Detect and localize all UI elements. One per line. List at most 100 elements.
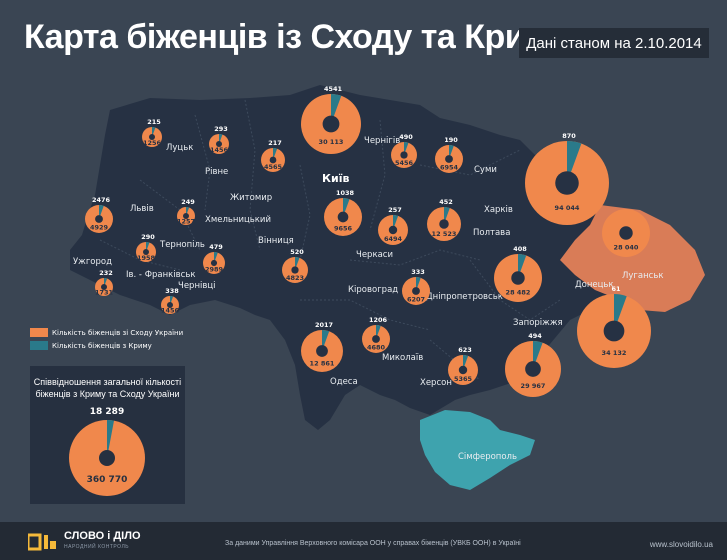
bubble-cherkasy-center bbox=[337, 211, 349, 223]
bubble-kherson-east-value: 5365 bbox=[454, 375, 473, 383]
bubble-lviv-center bbox=[95, 215, 103, 223]
label-donetsk: Донецьк bbox=[575, 280, 614, 290]
bubble-zaporizhzhia-crimea-value: 61 bbox=[611, 285, 621, 293]
bubble-lutsk-center bbox=[149, 134, 155, 140]
bubble-lutsk-east-value: 1256 bbox=[143, 139, 162, 147]
bubble-kirovohrad-east-value: 6494 bbox=[384, 235, 403, 243]
label-kharkiv: Харків bbox=[484, 205, 513, 215]
bubble-ivfrankivsk-center bbox=[167, 302, 173, 308]
label-zhytomyr: Житомир bbox=[230, 193, 272, 203]
bubble-donetsk: 28 482 408 bbox=[494, 245, 542, 302]
bubble-uzhhorod-east-value: 1731 bbox=[95, 288, 114, 296]
bubble-uzhhorod-crimea-value: 232 bbox=[99, 269, 113, 277]
bubble-ternopil-crimea-value: 290 bbox=[141, 233, 155, 241]
bubble-zaporizhzhia-center bbox=[603, 320, 625, 342]
legend-east-label: Кількість біженців зі Сходу України bbox=[52, 328, 184, 337]
bubble-lviv: 4929 2476 bbox=[85, 196, 113, 233]
bubble-chernihiv-center bbox=[400, 151, 408, 159]
bubble-vinnytsia-east-value: 4823 bbox=[286, 274, 304, 282]
bubble-ternopil: 1958 290 bbox=[136, 233, 156, 262]
legend-crimea: Кількість біженців з Криму bbox=[30, 341, 183, 350]
bubble-chernivtsi-center bbox=[210, 259, 218, 267]
bubble-zaporizhzhia: 34 132 61 bbox=[577, 285, 651, 368]
label-lutsk: Луцьк bbox=[166, 143, 193, 153]
bubble-kherson-crimea-value: 623 bbox=[458, 346, 472, 354]
bubble-ivfrankivsk: 1456 338 bbox=[161, 287, 180, 314]
logo-text: СЛОВО і ДІЛО bbox=[64, 530, 141, 542]
label-chernivtsi: Чернівці bbox=[178, 281, 216, 291]
label-simferopol: Сімферополь bbox=[458, 452, 517, 462]
bubble-mykolaiv-east-value: 4680 bbox=[367, 343, 386, 351]
bubble-kyiv-center bbox=[322, 115, 340, 133]
bubble-odesa-east-value: 12 861 bbox=[310, 360, 335, 368]
bubble-donetsk-center bbox=[511, 271, 525, 285]
ratio-title: Співвідношення загальної кількості біжен… bbox=[30, 376, 185, 400]
bubble-luhansk-east-value: 28 040 bbox=[614, 243, 639, 251]
bubble-kharkiv-crimea-value: 870 bbox=[562, 132, 576, 140]
ratio-crimea-value: 18 289 bbox=[90, 407, 124, 417]
bubble-uzhhorod-center bbox=[101, 284, 107, 290]
bubble-dnipro-east-value: 6207 bbox=[407, 295, 425, 303]
bubble-dnipro: 6207 333 bbox=[402, 268, 430, 305]
bubble-odesa: 12 861 2017 bbox=[301, 321, 343, 372]
bubble-chernihiv-crimea-value: 490 bbox=[399, 133, 413, 141]
bubble-poltava-east-value: 12 523 bbox=[432, 230, 457, 238]
bubble-odesa-center bbox=[316, 345, 328, 357]
bubble-rivne-center bbox=[216, 141, 222, 147]
bubble-luhansk: 28 040 bbox=[602, 209, 650, 257]
legend-east: Кількість біженців зі Сходу України bbox=[30, 328, 183, 337]
crimea-territory bbox=[420, 410, 535, 490]
bubble-chernivtsi-east-value: 2989 bbox=[205, 266, 224, 274]
ratio-panel: Співвідношення загальної кількості біжен… bbox=[30, 366, 185, 504]
bubble-zapsouth-crimea-value: 494 bbox=[528, 332, 542, 340]
label-khmelnytskyi: Хмельницький bbox=[205, 215, 271, 225]
label-ternopil: Тернопіль bbox=[159, 240, 205, 250]
bubble-vinnytsia: 4823 520 bbox=[282, 248, 308, 283]
bubble-kirovohrad-center bbox=[388, 225, 398, 235]
donbas-territory bbox=[560, 205, 705, 312]
bubble-cherkasy-crimea-value: 1038 bbox=[336, 189, 355, 197]
label-uzhhorod: Ужгород bbox=[73, 257, 112, 267]
bubble-rivne-crimea-value: 293 bbox=[214, 125, 228, 133]
bubble-lviv-east-value: 4929 bbox=[90, 223, 109, 231]
bubble-kyiv-crimea-value: 4541 bbox=[324, 85, 343, 93]
bubble-sumy: 6954 190 bbox=[435, 136, 463, 173]
bubble-donetsk-crimea-value: 408 bbox=[513, 245, 527, 253]
label-chernihiv: Чернігів bbox=[364, 136, 400, 146]
bubble-zapsouth-east-value: 29 967 bbox=[521, 382, 546, 390]
bubble-khmelnytskyi-crimea-value: 249 bbox=[181, 198, 195, 206]
label-poltava: Полтава bbox=[473, 228, 510, 238]
legend-east-swatch bbox=[30, 328, 48, 337]
site-link[interactable]: www.slovoidilo.ua bbox=[649, 540, 713, 549]
label-vinnytsia: Вінниця bbox=[258, 236, 294, 246]
bubble-ivfrankivsk-east-value: 1456 bbox=[161, 306, 180, 314]
label-dnipro: Дніпропетровськ bbox=[426, 292, 503, 302]
page-title: Карта біженців із Сходу та Криму bbox=[24, 18, 568, 56]
bubble-kirovohrad-crimea-value: 257 bbox=[388, 206, 402, 214]
bubble-sumy-east-value: 6954 bbox=[440, 163, 459, 171]
bubble-kyiv-east-value: 30 113 bbox=[319, 138, 344, 146]
legend-crimea-label: Кількість біженців з Криму bbox=[52, 341, 152, 350]
label-kyiv: Київ bbox=[322, 172, 349, 185]
bubble-kharkiv: 94 044 870 bbox=[525, 132, 609, 225]
bubble-kharkiv-east-value: 94 044 bbox=[555, 204, 580, 212]
bubble-cherkasy-east-value: 9656 bbox=[334, 224, 353, 232]
bubble-kyiv: 30 113 4541 bbox=[301, 85, 361, 154]
bubble-cherkasy: 9656 1038 bbox=[324, 189, 362, 236]
bubble-chernihiv-east-value: 5456 bbox=[395, 159, 414, 167]
label-ivfrankivsk: Ів. - Франківськ bbox=[126, 270, 196, 280]
bubble-chernihiv: 5456 490 bbox=[391, 133, 417, 168]
bubble-kherson-center bbox=[458, 365, 468, 375]
logo-icon bbox=[28, 533, 56, 551]
bubble-ternopil-center bbox=[143, 249, 149, 255]
bubble-layer: 1256 215 1456 293 4565 217 30 113 4541 5456 490 69… bbox=[85, 85, 651, 397]
ratio-east-value: 360 770 bbox=[87, 475, 128, 485]
bubble-kirovohrad: 6494 257 bbox=[378, 206, 408, 245]
label-sumy: Суми bbox=[474, 165, 497, 175]
bubble-lviv-crimea-value: 2476 bbox=[92, 196, 111, 204]
bubble-sumy-center bbox=[445, 155, 453, 163]
bubble-zaporizhzhia-east-value: 34 132 bbox=[602, 349, 627, 357]
bubble-vinnytsia-crimea-value: 520 bbox=[290, 248, 304, 256]
bubble-kharkiv-center bbox=[555, 171, 579, 195]
date-badge: Дані станом на 2.10.2014 bbox=[519, 28, 709, 58]
